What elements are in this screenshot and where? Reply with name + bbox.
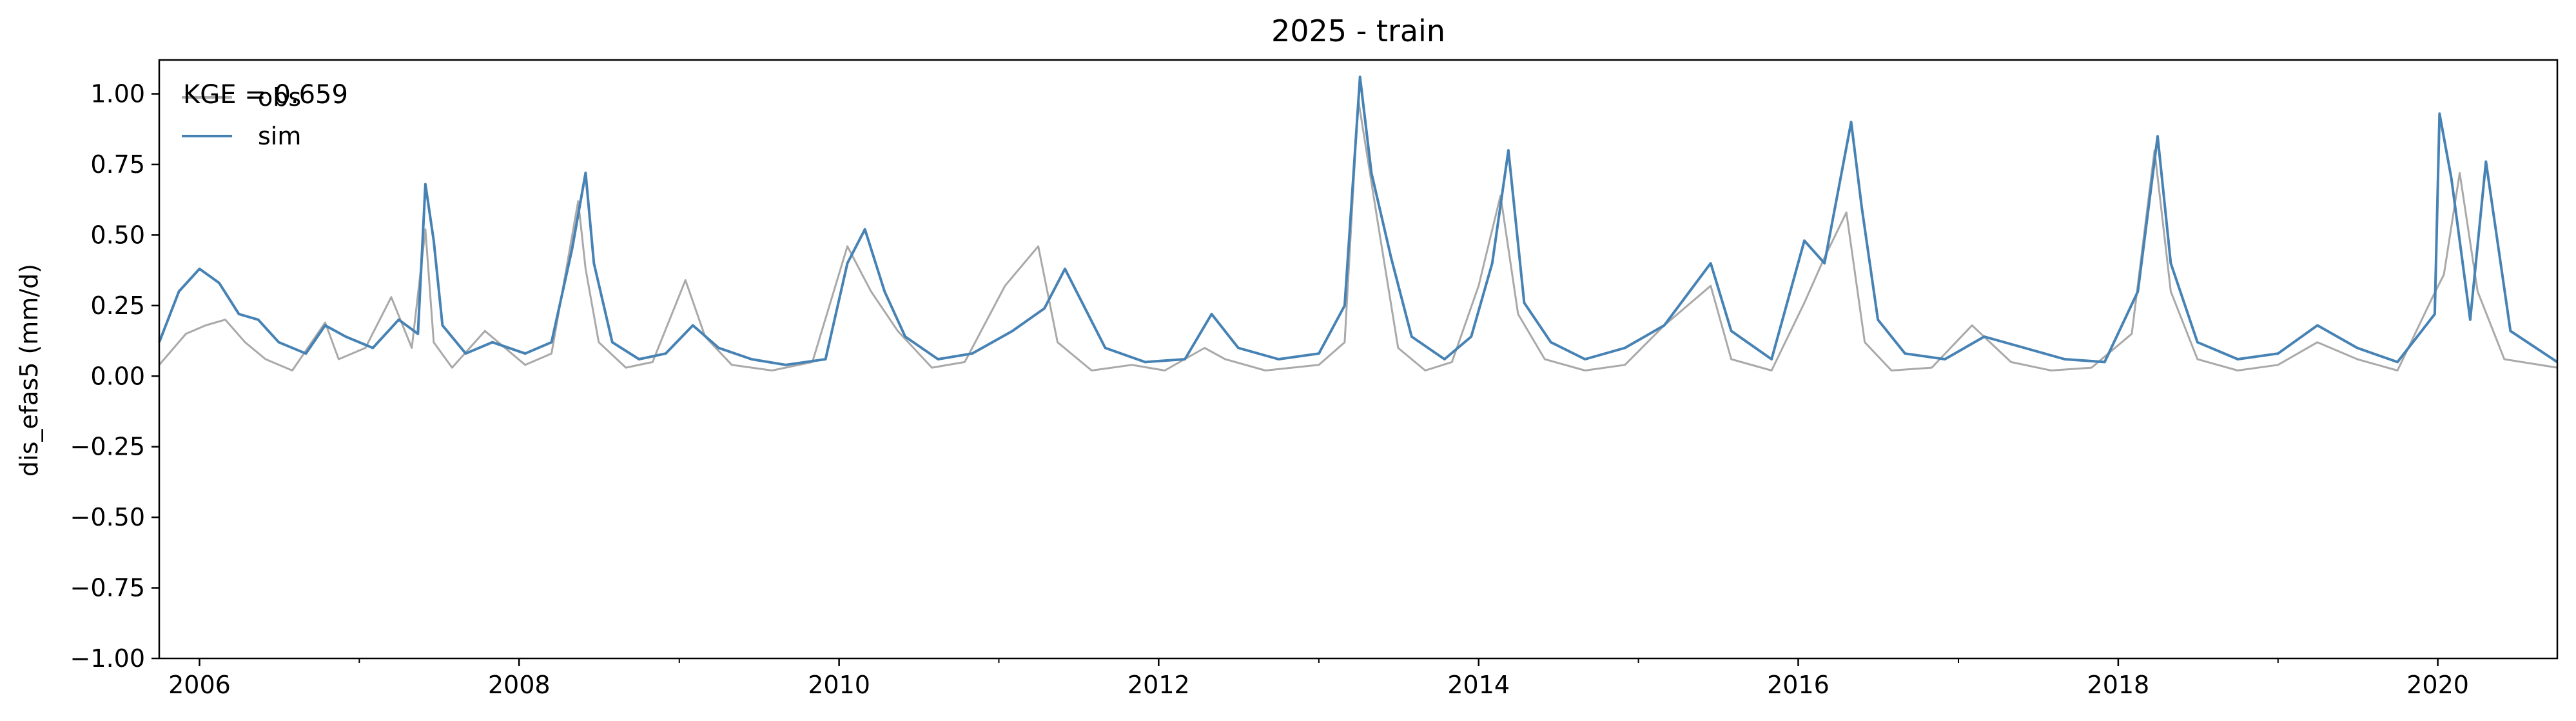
y-tick-label: 0.25 (90, 291, 145, 320)
legend-sim-label: sim (258, 122, 301, 150)
x-tick-label: 2010 (808, 671, 870, 699)
x-tick-label: 2006 (168, 671, 231, 699)
series-obs (158, 98, 2558, 371)
y-axis-label: dis_efas5 (mm/d) (15, 264, 43, 477)
legend-obs-label: obs (258, 83, 301, 112)
plot-frame (158, 59, 2559, 660)
y-tick-label: −0.75 (70, 574, 145, 602)
x-tick-label: 2018 (2087, 671, 2150, 699)
y-tick-label: 1.00 (90, 80, 145, 108)
x-tick-label: 2008 (488, 671, 551, 699)
series-line-sim (158, 75, 2559, 366)
x-tick-label: 2014 (1447, 671, 1510, 699)
y-tick-label: 0.75 (90, 150, 145, 179)
y-axis: 1.00 0.75 0.50 0.25 0.00 −0.25 −0.50 −0.75 −1.00 (70, 80, 159, 673)
x-tick-label: 2020 (2406, 671, 2469, 699)
x-tick-label: 2016 (1767, 671, 1830, 699)
plot-area (158, 75, 2559, 371)
y-tick-label: −0.50 (70, 503, 145, 531)
y-tick-label: 0.00 (90, 362, 145, 390)
y-tick-label: −1.00 (70, 644, 145, 673)
y-tick-label: −0.25 (70, 433, 145, 461)
y-tick-label: 0.50 (90, 221, 145, 249)
chart-title: 2025 - train (1271, 14, 1445, 48)
x-axis: 2006 2008 2010 2012 2014 2016 2018 2020 (168, 658, 2469, 699)
series-sim (158, 75, 2559, 366)
kge-annotation: KGE = 0.659 (183, 80, 348, 110)
x-tick-label: 2012 (1127, 671, 1190, 699)
series-line-obs (158, 98, 2558, 371)
legend: obs sim (182, 83, 301, 150)
